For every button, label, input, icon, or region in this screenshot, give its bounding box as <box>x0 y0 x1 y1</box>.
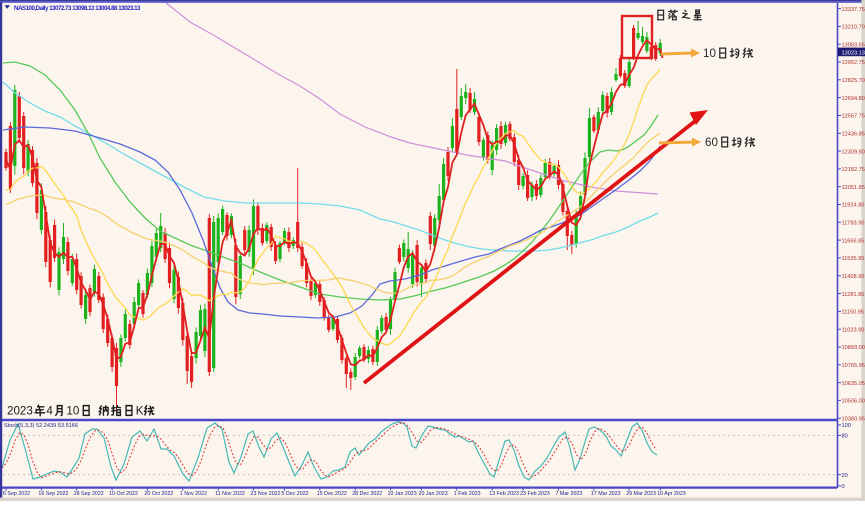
svg-text:Stoch(5,3,3) 52.2439 53.5166: Stoch(5,3,3) 52.2439 53.5166 <box>4 423 78 429</box>
svg-text:4: 4 <box>46 405 53 418</box>
svg-text:11 Nov 2022: 11 Nov 2022 <box>215 491 245 497</box>
svg-text:23 Feb 2023: 23 Feb 2023 <box>520 491 550 497</box>
svg-text:16 Sep 2022: 16 Sep 2022 <box>38 491 68 497</box>
svg-text:11150.95: 11150.95 <box>842 310 865 316</box>
svg-text:10 Apr 2023: 10 Apr 2023 <box>657 491 686 497</box>
svg-text:12309.80: 12309.80 <box>842 149 865 155</box>
svg-text:12051.85: 12051.85 <box>842 185 865 191</box>
svg-text:29 Mar 2023: 29 Mar 2023 <box>626 491 656 497</box>
svg-text:13023.13: 13023.13 <box>842 50 865 56</box>
svg-text:1 Nov 2022: 1 Nov 2022 <box>180 491 207 497</box>
svg-text:12825.70: 12825.70 <box>842 78 865 84</box>
svg-text:13 Feb 2023: 13 Feb 2023 <box>489 491 519 497</box>
svg-text:10 Oct 2022: 10 Oct 2022 <box>109 491 138 497</box>
svg-text:28 Sep 2022: 28 Sep 2022 <box>74 491 104 497</box>
svg-text:5 Dec 2022: 5 Dec 2022 <box>282 491 309 497</box>
svg-text:10506.00: 10506.00 <box>842 399 865 405</box>
svg-text:10635.05: 10635.05 <box>842 381 865 387</box>
svg-text:10: 10 <box>66 405 79 418</box>
svg-text:20 Jan 2023: 20 Jan 2023 <box>419 491 448 497</box>
svg-text:10765.95: 10765.95 <box>842 363 865 369</box>
svg-text:11924.80: 11924.80 <box>842 203 865 209</box>
svg-text:13083.65: 13083.65 <box>842 42 865 48</box>
svg-text:13337.75: 13337.75 <box>842 7 865 13</box>
svg-text:28 Dec 2022: 28 Dec 2022 <box>352 491 382 497</box>
svg-text:80: 80 <box>842 434 848 440</box>
svg-text:10 Jan 2023: 10 Jan 2023 <box>388 491 417 497</box>
svg-text:K: K <box>136 405 144 418</box>
svg-text:6 Sep 2022: 6 Sep 2022 <box>3 491 30 497</box>
svg-text:60: 60 <box>705 136 718 149</box>
svg-text:NAS100,Daily 13072.73 13098.1: NAS100,Daily 13072.73 13098.13 13004.88 … <box>14 5 141 12</box>
svg-text:20: 20 <box>842 473 848 479</box>
svg-text:12436.85: 12436.85 <box>842 132 865 138</box>
svg-text:12694.80: 12694.80 <box>842 96 865 102</box>
svg-text:11408.90: 11408.90 <box>842 274 865 280</box>
svg-text:10893.00: 10893.00 <box>842 345 865 351</box>
svg-text:12182.75: 12182.75 <box>842 167 865 173</box>
svg-text:10: 10 <box>703 47 716 60</box>
svg-text:20 Oct 2022: 20 Oct 2022 <box>144 491 173 497</box>
svg-text:13210.70: 13210.70 <box>842 25 865 31</box>
svg-text:11281.85: 11281.85 <box>842 292 865 298</box>
svg-text:11666.85: 11666.85 <box>842 238 865 244</box>
svg-text:2023: 2023 <box>7 405 33 418</box>
svg-text:7 Mar 2023: 7 Mar 2023 <box>556 491 583 497</box>
svg-text:11793.90: 11793.90 <box>842 221 865 227</box>
svg-text:0: 0 <box>842 484 845 490</box>
svg-text:12567.75: 12567.75 <box>842 114 865 120</box>
svg-text:17 Mar 2023: 17 Mar 2023 <box>591 491 621 497</box>
svg-text:15 Dec 2022: 15 Dec 2022 <box>317 491 347 497</box>
svg-text:11535.95: 11535.95 <box>842 256 865 262</box>
svg-text:11023.90: 11023.90 <box>842 327 865 333</box>
svg-text:1 Feb 2023: 1 Feb 2023 <box>454 491 481 497</box>
svg-text:12952.75: 12952.75 <box>842 60 865 66</box>
svg-text:100: 100 <box>842 423 851 429</box>
svg-text:23 Nov 2022: 23 Nov 2022 <box>251 491 281 497</box>
svg-text:10380.95: 10380.95 <box>842 416 865 422</box>
